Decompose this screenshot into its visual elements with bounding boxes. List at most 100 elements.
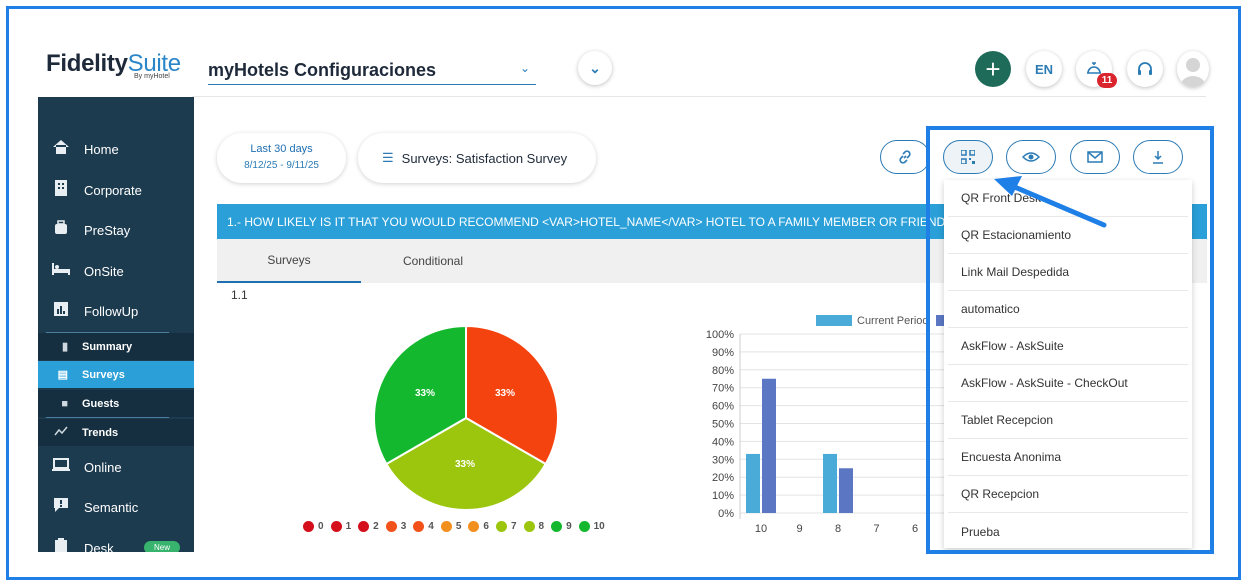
x-tick-label: 9 bbox=[796, 523, 802, 535]
sidebar-item-followup[interactable]: FollowUp bbox=[38, 293, 194, 329]
y-tick-label: 60% bbox=[712, 401, 734, 413]
document-icon: ▮ bbox=[61, 341, 68, 353]
notification-count-badge: 11 bbox=[1097, 73, 1117, 88]
tab-conditional[interactable]: Conditional bbox=[402, 254, 464, 268]
copy-link-button[interactable] bbox=[880, 140, 930, 174]
legend-item[interactable]: 4 bbox=[413, 520, 434, 532]
bar[interactable] bbox=[762, 378, 776, 513]
x-tick-label: 8 bbox=[835, 523, 841, 535]
language-button[interactable]: EN bbox=[1026, 51, 1062, 87]
legend-item[interactable]: 3 bbox=[385, 520, 406, 532]
qr-code-button[interactable] bbox=[943, 140, 993, 174]
bar-legend-swatch bbox=[816, 315, 852, 326]
hotel-select-value: myHotels Configuraciones bbox=[208, 60, 437, 80]
pie-slice[interactable] bbox=[373, 324, 467, 466]
legend-item[interactable]: 2 bbox=[358, 520, 379, 532]
sidebar-subitem-summary[interactable]: ▮ Summary bbox=[38, 333, 194, 360]
preview-button[interactable] bbox=[1006, 140, 1056, 174]
list-icon: ☰ bbox=[382, 150, 394, 165]
date-range-filter[interactable]: Last 30 days 8/12/25 - 9/11/25 bbox=[217, 133, 346, 183]
qr-menu-item[interactable]: AskFlow - AskSuite - CheckOut bbox=[948, 365, 1188, 402]
pie-slice-label: 33% bbox=[495, 388, 516, 399]
bar-chart-icon bbox=[38, 301, 84, 321]
chevron-down-icon: ⌄ bbox=[519, 61, 530, 75]
sidebar-subitem-label: Summary bbox=[82, 340, 133, 353]
bar[interactable] bbox=[823, 453, 837, 513]
y-tick-label: 40% bbox=[712, 436, 734, 448]
bed-icon bbox=[38, 262, 84, 281]
expand-chevron-button[interactable]: ⌄ bbox=[578, 51, 612, 85]
brand-logo[interactable]: FidelitySuite bbox=[46, 50, 181, 77]
sidebar-item-prestay[interactable]: PreStay bbox=[38, 212, 194, 248]
sidebar-subitem-guests[interactable]: ■ Guests bbox=[38, 390, 194, 417]
survey-filter[interactable]: ☰ Surveys: Satisfaction Survey bbox=[358, 133, 596, 183]
add-button[interactable]: + bbox=[975, 51, 1011, 87]
hotel-select[interactable]: myHotels Configuraciones ⌄ bbox=[208, 56, 536, 85]
qr-menu-item[interactable]: Link Mail Despedida bbox=[948, 254, 1188, 291]
sidebar-item-online[interactable]: Online bbox=[38, 449, 194, 485]
pie-legend: 0 1 2 3 4 5 6 7 8 9 10 bbox=[303, 519, 612, 533]
sidebar-item-label: Online bbox=[84, 459, 122, 475]
sidebar-item-desk[interactable]: Desk bbox=[38, 530, 194, 552]
bell-service-icon bbox=[1087, 62, 1101, 74]
x-tick-label: 10 bbox=[755, 523, 767, 535]
bar[interactable] bbox=[746, 453, 760, 513]
question-number: 1.1 bbox=[231, 288, 248, 302]
qr-code-icon bbox=[961, 150, 975, 164]
bar[interactable] bbox=[839, 468, 853, 513]
legend-dot bbox=[358, 520, 370, 532]
sidebar-subitem-trends[interactable]: Trends bbox=[38, 419, 194, 446]
language-label: EN bbox=[1034, 61, 1054, 77]
qr-options-menu: QR Front Desk QR Estacionamiento Link Mail… bbox=[944, 180, 1192, 548]
legend-label: 8 bbox=[538, 520, 545, 532]
tab-surveys[interactable]: Surveys bbox=[217, 239, 361, 283]
legend-dot bbox=[468, 520, 480, 532]
email-button[interactable] bbox=[1070, 140, 1120, 174]
qr-menu-item[interactable]: Tablet Recepcion bbox=[948, 402, 1188, 439]
alert-message-icon bbox=[38, 497, 84, 518]
qr-menu-item[interactable]: QR Recepcion bbox=[948, 476, 1188, 513]
legend-item[interactable]: 6 bbox=[468, 520, 489, 532]
pie-slice[interactable] bbox=[465, 324, 559, 466]
user-avatar[interactable] bbox=[1177, 51, 1209, 87]
sidebar-subitem-surveys[interactable]: ▤ Surveys bbox=[38, 361, 194, 388]
qr-menu-item[interactable]: Prueba bbox=[961, 524, 1000, 539]
legend-label: 9 bbox=[566, 520, 572, 532]
screenshot-frame bbox=[6, 6, 1241, 580]
legend-dot bbox=[495, 520, 507, 532]
y-tick-label: 100% bbox=[706, 329, 734, 341]
qr-menu-item[interactable]: AskFlow - AskSuite bbox=[948, 328, 1188, 365]
qr-menu-item[interactable]: QR Estacionamiento bbox=[948, 217, 1188, 254]
pie-slice[interactable] bbox=[384, 416, 548, 511]
y-tick-label: 70% bbox=[712, 383, 734, 395]
plus-icon: + bbox=[985, 53, 1001, 84]
sidebar-item-home[interactable]: Home bbox=[38, 131, 194, 167]
download-button[interactable] bbox=[1133, 140, 1183, 174]
legend-item[interactable]: 0 bbox=[303, 520, 324, 532]
brand-subtitle: By myHotel bbox=[134, 73, 170, 80]
qr-menu-item[interactable]: Encuesta Anonima bbox=[948, 439, 1188, 476]
sidebar-item-label: Desk bbox=[84, 540, 114, 553]
legend-item[interactable]: 1 bbox=[330, 520, 351, 532]
legend-dot bbox=[523, 520, 535, 532]
home-icon bbox=[38, 139, 84, 160]
legend-item[interactable]: 9 bbox=[551, 520, 572, 532]
legend-dot bbox=[303, 520, 314, 532]
legend-item[interactable]: 7 bbox=[495, 520, 517, 532]
y-tick-label: 0% bbox=[718, 508, 734, 520]
support-button[interactable] bbox=[1127, 51, 1163, 87]
sidebar-item-corporate[interactable]: Corporate bbox=[38, 172, 194, 208]
legend-label: 6 bbox=[483, 520, 489, 532]
date-range-value: 8/12/25 - 9/11/25 bbox=[244, 160, 319, 171]
sidebar-item-semantic[interactable]: Semantic bbox=[38, 489, 194, 525]
sidebar-item-onsite[interactable]: OnSite bbox=[38, 253, 194, 289]
clipboard-icon bbox=[38, 537, 84, 552]
legend-dot bbox=[413, 520, 425, 532]
legend-item[interactable]: 5 bbox=[440, 520, 461, 532]
legend-item[interactable]: 10 bbox=[578, 520, 605, 532]
qr-menu-item[interactable]: automatico bbox=[948, 291, 1188, 328]
legend-item[interactable]: 8 bbox=[523, 520, 545, 532]
pie-slice-label: 33% bbox=[415, 388, 436, 399]
legend-label: 10 bbox=[593, 520, 605, 532]
new-badge: New bbox=[144, 541, 180, 552]
